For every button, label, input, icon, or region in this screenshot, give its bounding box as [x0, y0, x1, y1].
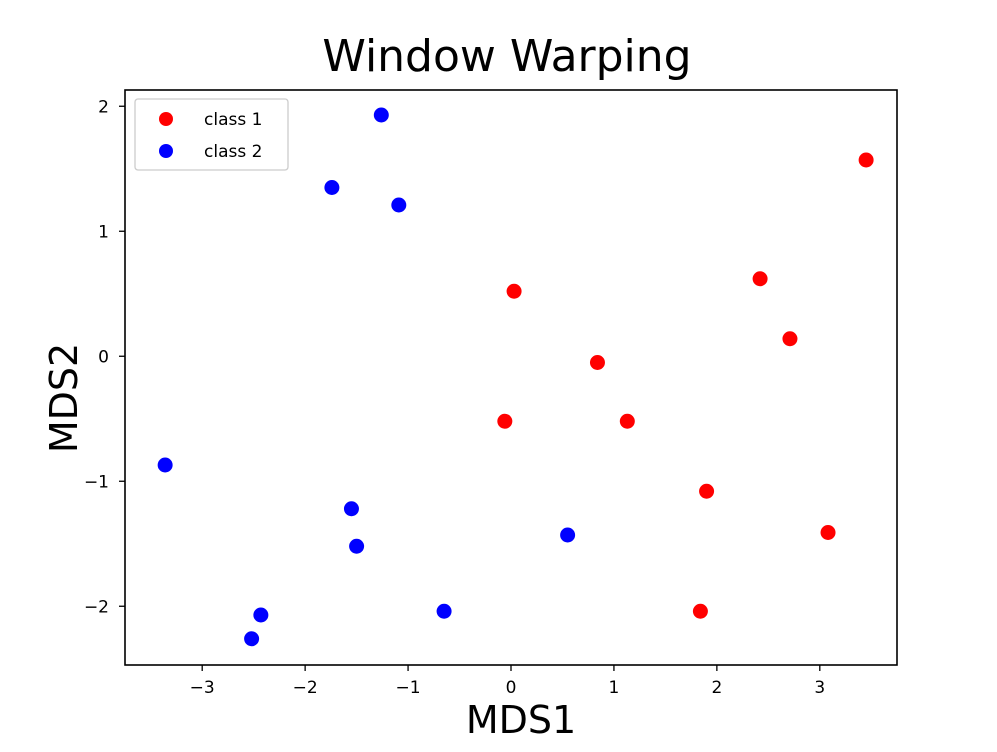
y-axis-ticks: −2 −1 0 1 2 [84, 97, 125, 617]
data-point-class-2 [436, 603, 452, 619]
chart-title: Window Warping [322, 31, 691, 82]
plot-area: −3 −2 −1 0 1 2 3 −2 −1 0 1 2 [84, 89, 898, 698]
data-point-class-1 [752, 271, 768, 287]
data-point-class-1 [589, 355, 605, 370]
data-point-class-2 [349, 538, 365, 554]
legend-marker-class-2 [159, 144, 173, 158]
x-axis-ticks: −3 −2 −1 0 1 2 3 [190, 665, 825, 698]
x-tick-label: 3 [814, 678, 825, 698]
x-tick-label: 2 [711, 678, 722, 698]
data-point-class-1 [692, 603, 708, 619]
y-tick-label: 1 [98, 222, 109, 242]
x-tick-label: −2 [293, 678, 318, 698]
data-points [157, 107, 874, 647]
y-tick-label: −2 [84, 597, 109, 617]
data-point-class-1 [619, 413, 635, 429]
data-point-class-2 [391, 197, 407, 213]
data-point-class-1 [497, 413, 513, 429]
data-point-class-2 [373, 107, 389, 123]
data-point-class-2 [324, 180, 340, 195]
data-point-class-1 [506, 283, 522, 299]
legend-label-class-1: class 1 [204, 110, 262, 130]
x-tick-label: 0 [506, 678, 517, 698]
data-point-class-1 [782, 331, 798, 347]
data-point-class-2 [253, 607, 269, 623]
legend-box [134, 98, 289, 171]
legend-label-class-2: class 2 [204, 142, 262, 162]
data-point-class-2 [343, 501, 359, 517]
y-tick-label: 2 [98, 97, 109, 117]
y-axis-label: MDS2 [42, 343, 86, 453]
x-tick-label: −1 [396, 678, 421, 698]
axes-frame [124, 89, 898, 666]
data-point-class-1 [699, 483, 715, 499]
data-point-class-1 [858, 152, 874, 168]
legend-marker-class-1 [159, 112, 173, 126]
y-tick-label: 0 [98, 347, 109, 367]
x-tick-label: 1 [609, 678, 620, 698]
y-tick-label: −1 [84, 472, 109, 492]
legend: class 1 class 2 [134, 98, 289, 171]
x-axis-label: MDS1 [466, 698, 576, 742]
data-point-class-2 [157, 457, 173, 473]
data-point-class-2 [560, 527, 576, 543]
data-point-class-2 [244, 631, 260, 647]
x-tick-label: −3 [190, 678, 215, 698]
data-point-class-1 [820, 525, 836, 540]
